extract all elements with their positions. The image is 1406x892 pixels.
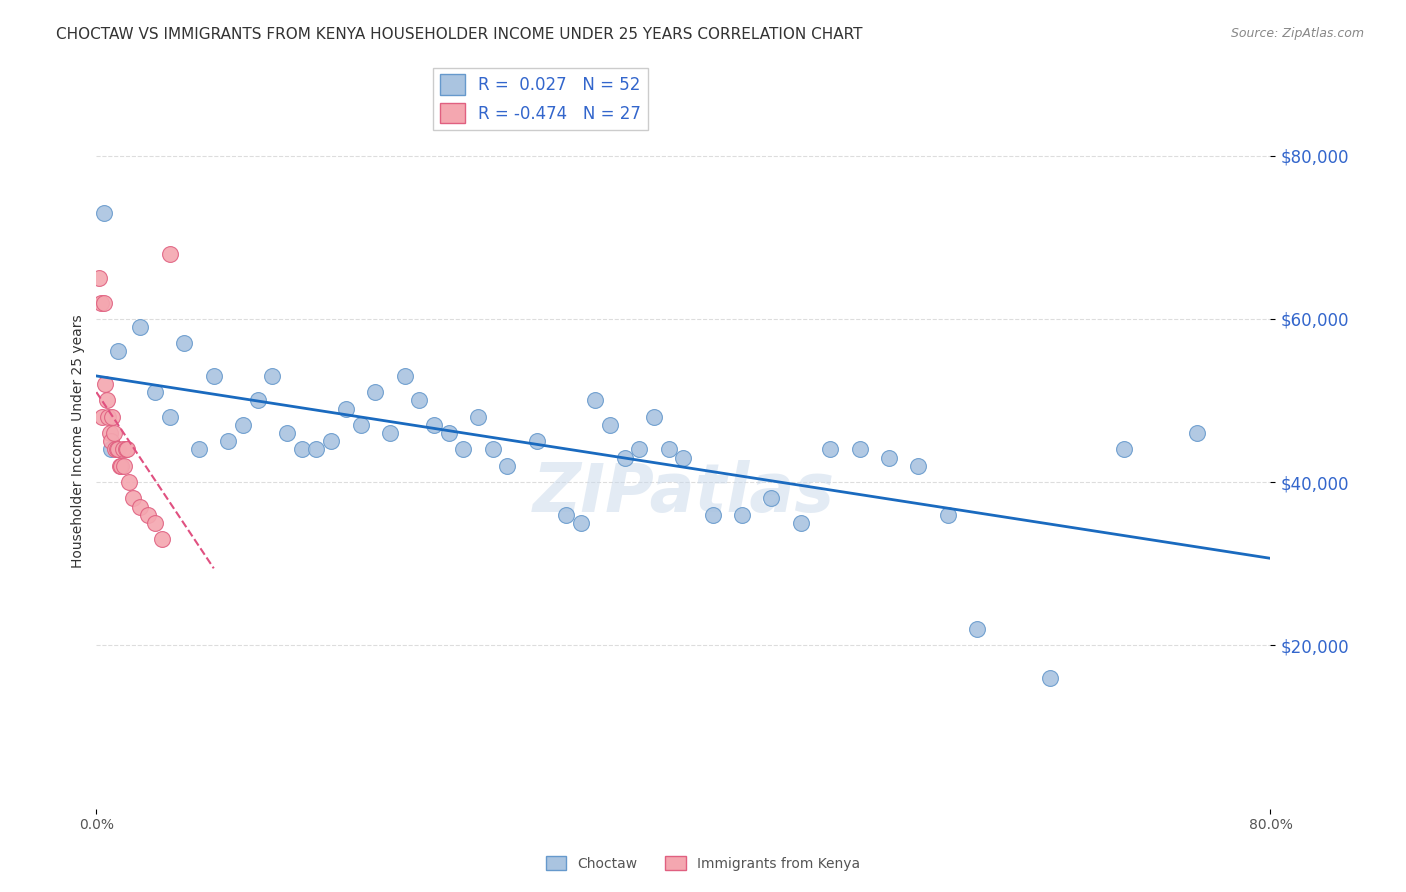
Point <box>394 369 416 384</box>
Point <box>481 442 503 457</box>
Point <box>276 426 298 441</box>
Point <box>97 409 120 424</box>
Point <box>246 393 269 408</box>
Point <box>91 409 114 424</box>
Legend: Choctaw, Immigrants from Kenya: Choctaw, Immigrants from Kenya <box>540 850 866 876</box>
Point <box>100 442 122 457</box>
Point <box>107 442 129 457</box>
Point <box>451 442 474 457</box>
Point <box>437 426 460 441</box>
Point <box>96 393 118 408</box>
Point <box>89 271 111 285</box>
Point <box>173 336 195 351</box>
Point <box>143 385 166 400</box>
Point <box>467 409 489 424</box>
Point <box>122 491 145 506</box>
Point <box>364 385 387 400</box>
Point <box>115 442 138 457</box>
Point <box>129 320 152 334</box>
Point <box>1185 426 1208 441</box>
Point <box>111 442 134 457</box>
Point <box>129 500 152 514</box>
Point <box>349 417 371 432</box>
Point <box>643 409 665 424</box>
Point <box>112 458 135 473</box>
Point <box>93 295 115 310</box>
Point <box>103 426 125 441</box>
Point <box>1112 442 1135 457</box>
Point <box>848 442 870 457</box>
Point <box>101 409 124 424</box>
Point <box>117 475 139 489</box>
Point <box>104 442 127 457</box>
Point <box>107 344 129 359</box>
Point <box>90 295 112 310</box>
Point <box>110 458 132 473</box>
Text: CHOCTAW VS IMMIGRANTS FROM KENYA HOUSEHOLDER INCOME UNDER 25 YEARS CORRELATION C: CHOCTAW VS IMMIGRANTS FROM KENYA HOUSEHO… <box>56 27 863 42</box>
Point <box>291 442 314 457</box>
Point <box>335 401 357 416</box>
Point <box>114 442 136 457</box>
Point <box>877 450 900 465</box>
Point <box>907 458 929 473</box>
Point <box>408 393 430 408</box>
Point <box>423 417 446 432</box>
Point <box>702 508 724 522</box>
Point <box>613 450 636 465</box>
Point <box>761 491 783 506</box>
Point <box>305 442 328 457</box>
Point <box>159 409 181 424</box>
Point <box>93 205 115 219</box>
Point <box>496 458 519 473</box>
Point <box>159 246 181 260</box>
Point <box>136 508 159 522</box>
Point <box>818 442 841 457</box>
Text: Source: ZipAtlas.com: Source: ZipAtlas.com <box>1230 27 1364 40</box>
Point <box>599 417 621 432</box>
Point <box>143 516 166 530</box>
Point <box>100 434 122 449</box>
Point <box>936 508 959 522</box>
Point <box>378 426 401 441</box>
Point <box>526 434 548 449</box>
Point <box>94 377 117 392</box>
Point <box>98 426 121 441</box>
Point <box>658 442 681 457</box>
Point <box>583 393 606 408</box>
Point <box>628 442 651 457</box>
Text: ZIPatlas: ZIPatlas <box>533 459 834 525</box>
Point <box>555 508 578 522</box>
Point <box>217 434 239 449</box>
Point <box>731 508 754 522</box>
Point <box>321 434 343 449</box>
Point <box>569 516 592 530</box>
Point <box>966 622 988 636</box>
Point <box>105 442 128 457</box>
Point <box>262 369 284 384</box>
Point <box>152 533 174 547</box>
Point <box>232 417 254 432</box>
Legend: R =  0.027   N = 52, R = -0.474   N = 27: R = 0.027 N = 52, R = -0.474 N = 27 <box>433 68 648 130</box>
Point <box>188 442 211 457</box>
Y-axis label: Householder Income Under 25 years: Householder Income Under 25 years <box>72 315 86 568</box>
Point <box>108 458 131 473</box>
Point <box>790 516 813 530</box>
Point <box>672 450 695 465</box>
Point <box>202 369 225 384</box>
Point <box>1039 671 1062 685</box>
